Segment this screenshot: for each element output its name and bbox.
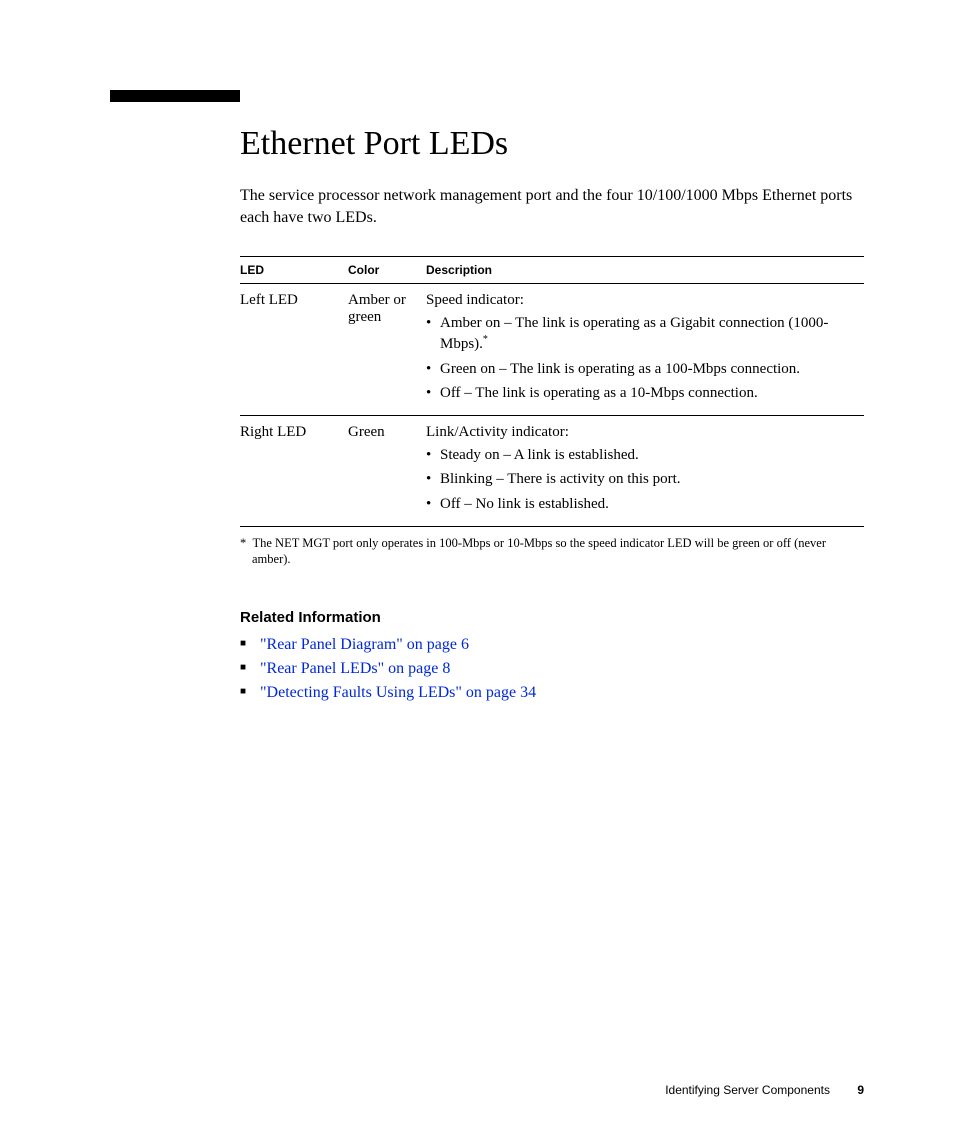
header-rule: [110, 90, 240, 102]
content-area: Ethernet Port LEDs The service processor…: [240, 125, 864, 702]
th-color: Color: [348, 257, 426, 284]
footer-section: Identifying Server Components: [665, 1083, 830, 1097]
related-heading: Related Information: [240, 609, 864, 626]
footnote-text: The NET MGT port only operates in 100-Mb…: [252, 536, 826, 566]
footnote-marker: *: [240, 536, 246, 550]
cell-description: Link/Activity indicator: Steady on – A l…: [426, 416, 864, 527]
desc-bullet: Green on – The link is operating as a 10…: [426, 359, 856, 379]
cell-color: Amber or green: [348, 284, 426, 416]
desc-bullet: Off – The link is operating as a 10-Mbps…: [426, 383, 856, 403]
intro-paragraph: The service processor network management…: [240, 185, 864, 228]
desc-bullet: Steady on – A link is established.: [426, 445, 856, 465]
footer-page-number: 9: [857, 1083, 864, 1097]
xref-link[interactable]: "Rear Panel Diagram" on page 6: [260, 636, 469, 653]
cell-description: Speed indicator: Amber on – The link is …: [426, 284, 864, 416]
table-body: Left LED Amber or green Speed indicator:…: [240, 284, 864, 527]
footnote-ref: *: [483, 334, 488, 345]
desc-lead: Speed indicator:: [426, 292, 856, 309]
cell-led: Right LED: [240, 416, 348, 527]
page: Ethernet Port LEDs The service processor…: [0, 0, 954, 1145]
desc-bullet: Off – No link is established.: [426, 494, 856, 514]
desc-lead: Link/Activity indicator:: [426, 424, 856, 441]
page-footer: Identifying Server Components 9: [665, 1083, 864, 1097]
bullet-text: Amber on – The link is operating as a Gi…: [440, 315, 828, 352]
cell-led: Left LED: [240, 284, 348, 416]
desc-bullet: Blinking – There is activity on this por…: [426, 469, 856, 489]
xref-link[interactable]: "Detecting Faults Using LEDs" on page 34: [260, 684, 536, 701]
th-led: LED: [240, 257, 348, 284]
related-item: "Rear Panel LEDs" on page 8: [240, 660, 864, 678]
led-table: LED Color Description Left LED Amber or …: [240, 256, 864, 527]
table-footnote: * The NET MGT port only operates in 100-…: [240, 535, 864, 568]
page-title: Ethernet Port LEDs: [240, 125, 864, 163]
desc-bullet: Amber on – The link is operating as a Gi…: [426, 313, 856, 355]
xref-link[interactable]: "Rear Panel LEDs" on page 8: [260, 660, 450, 677]
desc-bullets: Steady on – A link is established. Blink…: [426, 445, 856, 514]
table-header-row: LED Color Description: [240, 257, 864, 284]
table-row: Right LED Green Link/Activity indicator:…: [240, 416, 864, 527]
table-row: Left LED Amber or green Speed indicator:…: [240, 284, 864, 416]
desc-bullets: Amber on – The link is operating as a Gi…: [426, 313, 856, 403]
th-description: Description: [426, 257, 864, 284]
cell-color: Green: [348, 416, 426, 527]
related-item: "Detecting Faults Using LEDs" on page 34: [240, 684, 864, 702]
related-item: "Rear Panel Diagram" on page 6: [240, 636, 864, 654]
related-list: "Rear Panel Diagram" on page 6 "Rear Pan…: [240, 636, 864, 702]
